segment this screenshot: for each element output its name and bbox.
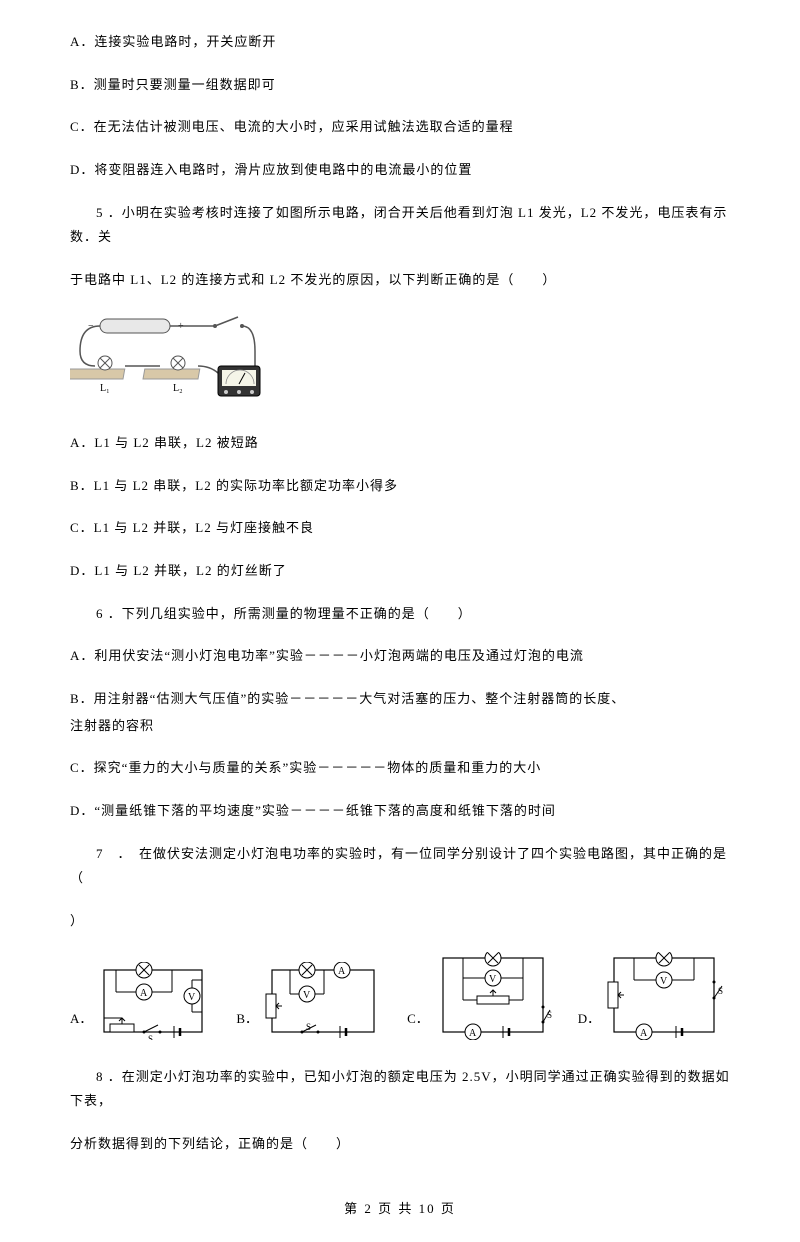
q8-stem-line1: 8 ．在测定小灯泡功率的实验中，已知小灯泡的额定电压为 2.5V，小明同学通过正… — [70, 1065, 730, 1114]
q7-option-a: A． A V S — [70, 962, 211, 1040]
svg-text:V: V — [489, 974, 497, 985]
q7-label-c: C． — [407, 1007, 429, 1032]
svg-text:S: S — [718, 986, 723, 996]
q6-option-b-line1: B．用注射器“估测大气压值”的实验－－－－－大气对活塞的压力、整个注射器筒的长度… — [70, 687, 730, 712]
q5-circuit-figure: − + L₁ L₂ — [70, 311, 730, 411]
q7-option-c: C． V S A — [407, 952, 553, 1040]
svg-text:S: S — [148, 1034, 153, 1040]
q4-option-d: D．将变阻器连入电路时，滑片应放到使电路中的电流最小的位置 — [70, 158, 730, 183]
q7-option-d: D． V S A — [578, 952, 724, 1040]
svg-text:A: A — [640, 1028, 648, 1039]
q7-option-b: B． A V S — [236, 962, 382, 1040]
svg-text:L₂: L₂ — [173, 383, 183, 394]
q7-label-d: D． — [578, 1007, 600, 1032]
q4-option-c: C．在无法估计被测电压、电流的大小时，应采用试触法选取合适的量程 — [70, 115, 730, 140]
svg-text:A: A — [338, 966, 346, 977]
q7-label-a: A． — [70, 1007, 92, 1032]
q6-stem: 6 ．下列几组实验中，所需测量的物理量不正确的是（ ） — [70, 602, 730, 627]
q5-option-c: C．L1 与 L2 并联，L2 与灯座接触不良 — [70, 516, 730, 541]
svg-text:S: S — [306, 1022, 311, 1032]
q6-option-b-line2: 注射器的容积 — [70, 714, 730, 739]
q5-stem-line2: 于电路中 L1、L2 的连接方式和 L2 不发光的原因，以下判断正确的是（ ） — [70, 268, 730, 293]
page-footer: 第 2 页 共 10 页 — [70, 1197, 730, 1222]
svg-text:V: V — [188, 992, 196, 1003]
svg-text:A: A — [469, 1028, 477, 1039]
q4-option-a: A．连接实验电路时，开关应断开 — [70, 30, 730, 55]
q6-option-d: D．“测量纸锥下落的平均速度”实验－－－－纸锥下落的高度和纸锥下落的时间 — [70, 799, 730, 824]
q5-option-b: B．L1 与 L2 串联，L2 的实际功率比额定功率小得多 — [70, 474, 730, 499]
svg-text:V: V — [303, 990, 311, 1001]
q7-stem-line1: 7 ． 在做伏安法测定小灯泡电功率的实验时，有一位同学分别设计了四个实验电路图，… — [70, 842, 730, 891]
q4-option-b: B．测量时只要测量一组数据即可 — [70, 73, 730, 98]
svg-text:S: S — [547, 1010, 552, 1020]
q6-option-c: C．探究“重力的大小与质量的关系”实验－－－－－物体的质量和重力的大小 — [70, 756, 730, 781]
svg-text:L₁: L₁ — [100, 383, 110, 394]
q5-option-d: D．L1 与 L2 并联，L2 的灯丝断了 — [70, 559, 730, 584]
q8-stem-line2: 分析数据得到的下列结论，正确的是（ ） — [70, 1132, 730, 1157]
svg-text:A: A — [140, 988, 148, 999]
svg-text:V: V — [660, 976, 668, 987]
q6-option-a: A．利用伏安法“测小灯泡电功率”实验－－－－小灯泡两端的电压及通过灯泡的电流 — [70, 644, 730, 669]
q5-option-a: A．L1 与 L2 串联，L2 被短路 — [70, 431, 730, 456]
q7-label-b: B． — [236, 1007, 258, 1032]
q5-stem-line1: 5 ．小明在实验考核时连接了如图所示电路，闭合开关后他看到灯泡 L1 发光，L2… — [70, 201, 730, 250]
q7-circuit-options: A． A V S — [70, 952, 730, 1040]
q7-stem-line2: ） — [70, 909, 730, 934]
